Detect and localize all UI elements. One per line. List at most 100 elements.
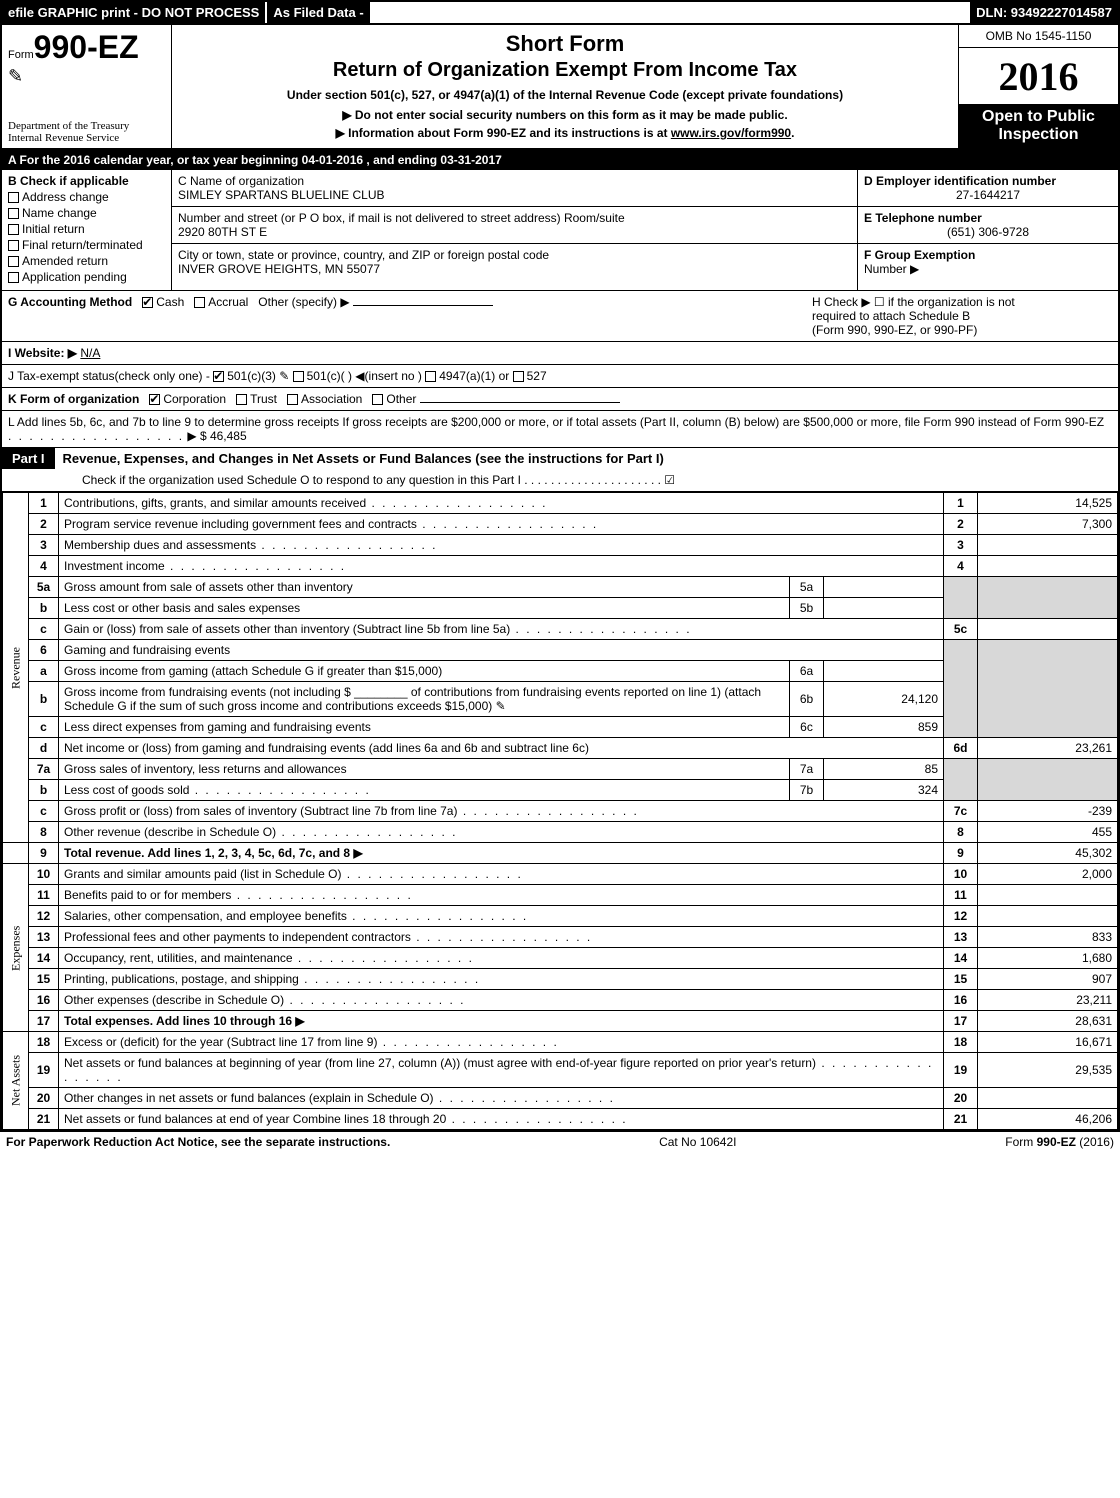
footer-right: Form 990-EZ (2016) — [1005, 1135, 1114, 1149]
e-label: E Telephone number — [864, 211, 1112, 225]
open-line1: Open to Public — [963, 108, 1114, 126]
org-city: INVER GROVE HEIGHTS, MN 55077 — [178, 262, 851, 276]
footer-mid: Cat No 10642I — [659, 1135, 736, 1149]
row-a-mid: , and ending — [363, 153, 440, 167]
cb-final[interactable]: Final return/terminated — [8, 238, 165, 252]
row-14: 14 Occupancy, rent, utilities, and maint… — [3, 948, 1118, 969]
row-1: Revenue 1 Contributions, gifts, grants, … — [3, 493, 1118, 514]
row-11: 11 Benefits paid to or for members 11 — [3, 885, 1118, 906]
row-3: 3 Membership dues and assessments 3 — [3, 535, 1118, 556]
i-label: I Website: ▶ — [8, 346, 77, 360]
row-5c: c Gain or (loss) from sale of assets oth… — [3, 619, 1118, 640]
val-8: 455 — [978, 822, 1118, 843]
c-label: C Name of organization — [178, 174, 851, 188]
phone-value: (651) 306-9728 — [864, 225, 1112, 239]
form-page: efile GRAPHIC print - DO NOT PROCESS As … — [0, 0, 1120, 1132]
dept-irs: Internal Revenue Service — [8, 132, 165, 144]
topbar: efile GRAPHIC print - DO NOT PROCESS As … — [2, 2, 1118, 25]
omb-number: OMB No 1545-1150 — [959, 25, 1118, 48]
row-7a: 7a Gross sales of inventory, less return… — [3, 759, 1118, 780]
part1-tab: Part I — [2, 448, 55, 469]
row-20: 20 Other changes in net assets or fund b… — [3, 1088, 1118, 1109]
cb-4947[interactable] — [425, 371, 436, 382]
val-4 — [978, 556, 1118, 577]
short-form-title: Short Form — [182, 31, 948, 57]
j-pre: J Tax-exempt status(check only one) - — [8, 369, 213, 383]
footer-left: For Paperwork Reduction Act Notice, see … — [6, 1135, 390, 1149]
row-a: A For the 2016 calendar year, or tax yea… — [2, 150, 1118, 170]
row-10: Expenses 10 Grants and similar amounts p… — [3, 864, 1118, 885]
subtitle: Under section 501(c), 527, or 4947(a)(1)… — [182, 88, 948, 102]
row-21: 21 Net assets or fund balances at end of… — [3, 1109, 1118, 1130]
cb-initial[interactable]: Initial return — [8, 222, 165, 236]
tax-year: 2016 — [959, 48, 1118, 104]
h-line3: (Form 990, 990-EZ, or 990-PF) — [812, 323, 1112, 337]
row-12: 12 Salaries, other compensation, and emp… — [3, 906, 1118, 927]
cb-501c3[interactable] — [213, 371, 224, 382]
row-9: 9 Total revenue. Add lines 1, 2, 3, 4, 5… — [3, 843, 1118, 864]
dept-treasury: Department of the Treasury — [8, 120, 165, 132]
cb-527[interactable] — [513, 371, 524, 382]
c-city-label: City or town, state or province, country… — [178, 248, 851, 262]
val-13: 833 — [978, 927, 1118, 948]
val-19: 29,535 — [978, 1053, 1118, 1088]
val-15: 907 — [978, 969, 1118, 990]
val-1: 14,525 — [978, 493, 1118, 514]
col-c: C Name of organization SIMLEY SPARTANS B… — [172, 170, 858, 290]
row-6d: d Net income or (loss) from gaming and f… — [3, 738, 1118, 759]
cb-pending[interactable]: Application pending — [8, 270, 165, 284]
val-7c: -239 — [978, 801, 1118, 822]
l-text: L Add lines 5b, 6c, and 7b to line 9 to … — [8, 415, 1104, 429]
page-footer: For Paperwork Reduction Act Notice, see … — [0, 1132, 1120, 1152]
cb-amended[interactable]: Amended return — [8, 254, 165, 268]
header: Form990-EZ ✎ Department of the Treasury … — [2, 25, 1118, 150]
row-13: 13 Professional fees and other payments … — [3, 927, 1118, 948]
topbar-dln: DLN: 93492227014587 — [970, 2, 1118, 23]
val-14: 1,680 — [978, 948, 1118, 969]
header-right: OMB No 1545-1150 2016 Open to Public Ins… — [958, 25, 1118, 148]
cb-name[interactable]: Name change — [8, 206, 165, 220]
c-city-block: City or town, state or province, country… — [172, 244, 857, 280]
row-6: 6 Gaming and fundraising events — [3, 640, 1118, 661]
website-value: N/A — [80, 346, 100, 360]
val-10: 2,000 — [978, 864, 1118, 885]
cb-cash[interactable] — [142, 297, 153, 308]
h-line2: required to attach Schedule B — [812, 309, 1112, 323]
row-4: 4 Investment income 4 — [3, 556, 1118, 577]
val-3 — [978, 535, 1118, 556]
block-bcdef: B Check if applicable Address change Nam… — [2, 170, 1118, 291]
val-5c — [978, 619, 1118, 640]
g-block: G Accounting Method Cash Accrual Other (… — [8, 295, 812, 337]
instr-line2: ▶ Information about Form 990-EZ and its … — [182, 126, 948, 140]
h-block: H Check ▶ ☐ if the organization is not r… — [812, 295, 1112, 337]
vlabel-revenue: Revenue — [3, 493, 29, 843]
row-16: 16 Other expenses (describe in Schedule … — [3, 990, 1118, 1011]
val-2: 7,300 — [978, 514, 1118, 535]
ein-value: 27-1644217 — [864, 188, 1112, 202]
form-number: 990-EZ — [34, 29, 139, 65]
e-block: E Telephone number (651) 306-9728 — [858, 207, 1118, 244]
row-7c: c Gross profit or (loss) from sales of i… — [3, 801, 1118, 822]
g-label: G Accounting Method — [8, 295, 132, 309]
cb-corp[interactable] — [149, 394, 160, 405]
h-line1: H Check ▶ ☐ if the organization is not — [812, 295, 1112, 309]
irs-link[interactable]: www.irs.gov/form990 — [671, 126, 791, 140]
instr-line2-pre: ▶ Information about Form 990-EZ and its … — [336, 126, 671, 140]
row-a-pre: A For the 2016 calendar year, or tax yea… — [8, 153, 302, 167]
part1-check: Check if the organization used Schedule … — [2, 469, 1118, 492]
cb-501c[interactable] — [293, 371, 304, 382]
val-7a: 85 — [824, 759, 944, 780]
cb-assoc[interactable] — [287, 394, 298, 405]
header-left: Form990-EZ ✎ Department of the Treasury … — [2, 25, 172, 148]
row-l: L Add lines 5b, 6c, and 7b to line 9 to … — [2, 411, 1118, 448]
f-block: F Group Exemption Number ▶ — [858, 244, 1118, 280]
cb-other[interactable] — [372, 394, 383, 405]
cb-address[interactable]: Address change — [8, 190, 165, 204]
f-label2: Number ▶ — [864, 262, 919, 276]
val-17: 28,631 — [978, 1011, 1118, 1032]
vlabel-expenses: Expenses — [3, 864, 29, 1032]
cb-accrual[interactable] — [194, 297, 205, 308]
org-address: 2920 80TH ST E — [178, 225, 851, 239]
cb-trust[interactable] — [236, 394, 247, 405]
val-18: 16,671 — [978, 1032, 1118, 1053]
